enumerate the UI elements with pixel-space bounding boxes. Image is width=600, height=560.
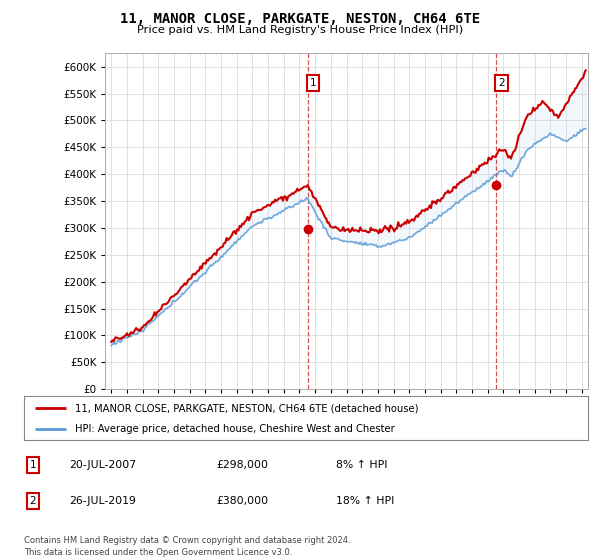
Text: 11, MANOR CLOSE, PARKGATE, NESTON, CH64 6TE (detached house): 11, MANOR CLOSE, PARKGATE, NESTON, CH64 … xyxy=(75,403,418,413)
Text: 1: 1 xyxy=(29,460,37,470)
Text: 26-JUL-2019: 26-JUL-2019 xyxy=(69,496,136,506)
Text: Contains HM Land Registry data © Crown copyright and database right 2024.
This d: Contains HM Land Registry data © Crown c… xyxy=(24,536,350,557)
Text: HPI: Average price, detached house, Cheshire West and Chester: HPI: Average price, detached house, Ches… xyxy=(75,424,395,433)
Text: Price paid vs. HM Land Registry's House Price Index (HPI): Price paid vs. HM Land Registry's House … xyxy=(137,25,463,35)
Text: 2: 2 xyxy=(29,496,37,506)
Text: £298,000: £298,000 xyxy=(216,460,268,470)
Text: £380,000: £380,000 xyxy=(216,496,268,506)
Text: 11, MANOR CLOSE, PARKGATE, NESTON, CH64 6TE: 11, MANOR CLOSE, PARKGATE, NESTON, CH64 … xyxy=(120,12,480,26)
Text: 18% ↑ HPI: 18% ↑ HPI xyxy=(336,496,394,506)
Text: 8% ↑ HPI: 8% ↑ HPI xyxy=(336,460,388,470)
Text: 20-JUL-2007: 20-JUL-2007 xyxy=(69,460,136,470)
Text: 2: 2 xyxy=(498,78,505,88)
Text: 1: 1 xyxy=(310,78,316,88)
